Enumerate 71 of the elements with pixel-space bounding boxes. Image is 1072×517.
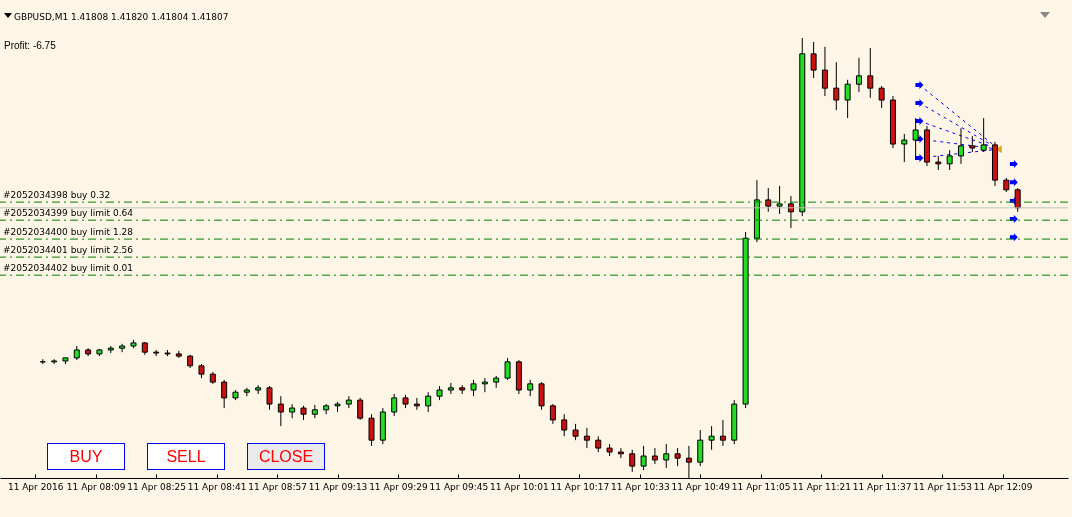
annotation: SELL: [147, 443, 225, 470]
candlestick: [368, 413, 375, 447]
candlestick: [765, 187, 772, 213]
candlestick: [1014, 187, 1021, 213]
annotation: BUY: [47, 443, 125, 470]
candlestick: [674, 447, 681, 467]
candlestick: [561, 413, 568, 437]
candlestick: [549, 403, 556, 425]
candlestick: [844, 79, 851, 119]
x-tick-label: 11 Apr 08:57: [248, 481, 307, 492]
ref-line-label: #2052034402 buy limit 0.01: [3, 263, 133, 274]
x-tick-label: 11 Apr 11:37: [852, 481, 912, 492]
x-tick-label: 11 Apr 08:41: [187, 481, 247, 492]
candlestick: [277, 395, 284, 427]
candlestick: [413, 397, 420, 411]
candlestick: [821, 46, 828, 97]
x-tick-label: 11 Apr 11:21: [792, 481, 852, 492]
candlestick: [538, 381, 545, 411]
candlestick: [221, 379, 228, 409]
candlestick: [504, 357, 511, 381]
candlestick: [617, 447, 624, 459]
candlestick: [651, 447, 658, 465]
candlestick: [810, 41, 817, 79]
x-tick-label: 11 Apr 12:09: [973, 481, 1033, 492]
candlestick: [391, 393, 398, 417]
ref-line-label: #2052034401 buy limit 2.56: [3, 245, 134, 256]
candlestick: [481, 377, 488, 393]
x-tick-label: 11 Apr 08:25: [127, 481, 186, 492]
candlestick: [980, 117, 987, 153]
candlestick: [957, 127, 964, 165]
x-tick-label: 11 Apr 11:53: [913, 481, 972, 492]
candlestick: [697, 429, 704, 467]
x-tick-label: 11 Apr 10:17: [550, 481, 610, 492]
annotation: CLOSE: [247, 443, 325, 470]
candlestick: [663, 443, 670, 469]
candlestick: [708, 425, 715, 451]
chart-title: GBPUSD,M1 1.41808 1.41820 1.41804 1.41807: [14, 11, 229, 22]
x-tick-label: 11 Apr 2016: [7, 481, 64, 492]
candlestick: [776, 185, 783, 215]
candlestick: [787, 195, 794, 229]
candlestick: [719, 419, 726, 447]
candlestick: [583, 427, 590, 449]
x-tick-label: 11 Apr 11:05: [731, 481, 791, 492]
candlestick: [946, 149, 953, 171]
candlestick: [357, 397, 364, 421]
x-tick-label: 11 Apr 09:29: [369, 481, 429, 492]
candlestick: [51, 358, 58, 365]
candlestick: [629, 449, 636, 473]
ref-line-label: #2052034399 buy limit 0.64: [3, 208, 134, 219]
x-tick-label: 11 Apr 08:09: [66, 481, 126, 492]
candlestick: [447, 382, 454, 395]
ref-line-label: #2052034400 buy limit 1.28: [3, 227, 134, 238]
x-tick-label: 11 Apr 09:13: [308, 481, 368, 492]
annotation: Profit: -6.75: [4, 40, 56, 51]
candlestick: [855, 57, 862, 93]
candlestick: [833, 61, 840, 111]
x-tick-label: 11 Apr 09:45: [429, 481, 489, 492]
candlestick: [266, 385, 273, 411]
candlestick: [640, 445, 647, 471]
candlestick: [153, 349, 160, 357]
candlestick: [119, 343, 126, 353]
candlestick: [867, 47, 874, 99]
candlestick: [901, 133, 908, 163]
candlestick: [878, 85, 885, 109]
ref-line-label: #2052034398 buy 0.32: [3, 190, 111, 201]
x-tick-label: 11 Apr 10:01: [490, 481, 549, 492]
candlestick: [345, 395, 352, 409]
candlestick: [912, 117, 919, 161]
x-tick-label: 11 Apr 10:33: [610, 481, 670, 492]
candlestick: [425, 391, 432, 413]
x-tick-label: 11 Apr 10:49: [671, 481, 731, 492]
